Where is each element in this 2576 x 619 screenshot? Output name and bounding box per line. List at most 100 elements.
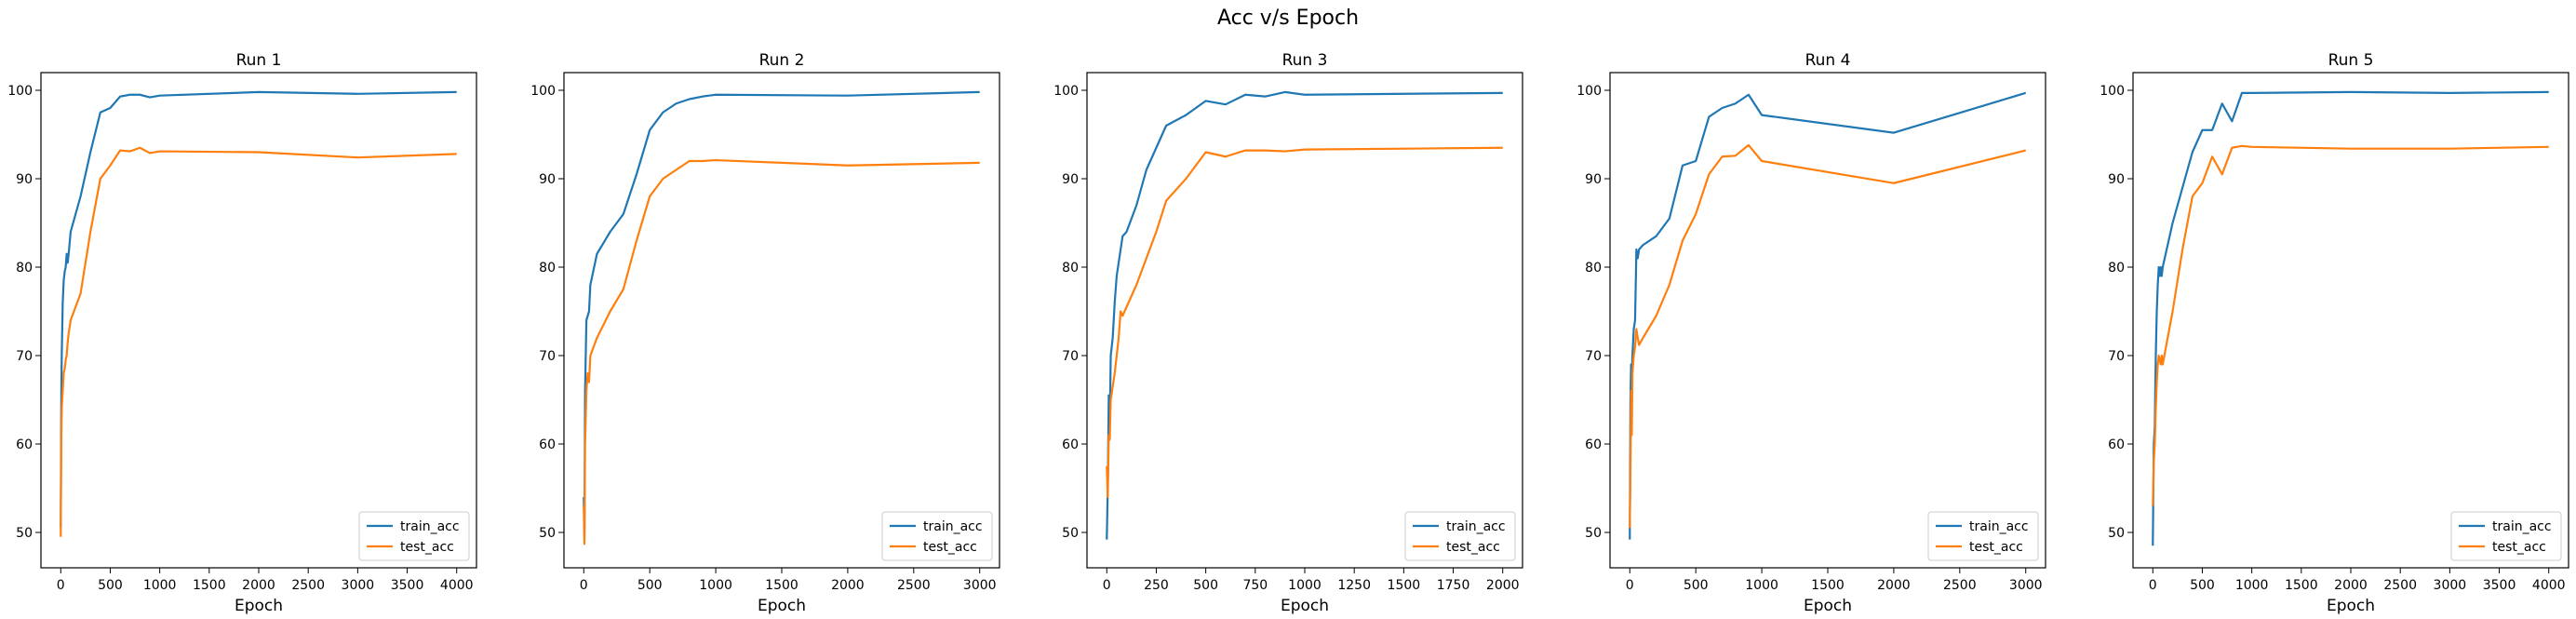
y-tick-label: 60 (539, 437, 556, 452)
x-tick-label: 250 (1144, 578, 1169, 593)
series-line-test-acc (60, 146, 457, 537)
legend-box (881, 511, 993, 561)
x-tick-label: 3500 (2483, 578, 2516, 593)
x-tick-label: 2500 (2383, 578, 2417, 593)
x-tick-label: 1500 (1811, 578, 1845, 593)
legend-box (2450, 511, 2562, 561)
x-tick-label: 2000 (1486, 578, 1520, 593)
y-tick-label: 60 (1585, 437, 1602, 452)
series-line-train-acc (1106, 90, 1503, 540)
legend-entry-test-acc: test_acc (1446, 540, 1500, 555)
legend-entry-test-acc: test_acc (1969, 540, 2023, 555)
x-tick-label: 1500 (193, 578, 226, 593)
x-axis-label: Epoch (758, 597, 806, 615)
x-tick-label: 3500 (391, 578, 424, 593)
legend-entry-test-acc: test_acc (923, 540, 977, 555)
subplot-title: Run 2 (759, 51, 805, 70)
x-tick-label: 500 (1684, 578, 1709, 593)
series-line-test-acc (1629, 143, 2026, 529)
subplot-title: Run 5 (2328, 51, 2374, 70)
subplot-grid: 0 500 1000 1500 2000 2500 3000 3500 400050607080… (7, 51, 2569, 615)
y-tick-label: 80 (2108, 261, 2125, 276)
x-tick-label: 1000 (1288, 578, 1322, 593)
legend-box (1927, 511, 2039, 561)
legend: train_acc test_acc (358, 511, 470, 561)
subplot-run-1: 0 500 1000 1500 2000 2500 3000 3500 4000 50 60 70 80… (7, 51, 477, 615)
subplot-title: Run 4 (1805, 51, 1851, 70)
series-line-train-acc (2152, 90, 2549, 546)
y-tick-label: 70 (539, 349, 556, 364)
x-tick-label: 3000 (2009, 578, 2043, 593)
y-tick-label: 90 (16, 172, 33, 187)
legend-entry-test-acc: test_acc (2492, 540, 2546, 555)
subplot-run-2: 0 500 1000 1500 2000 2500 3000 50 60 70 80 90 100 Run… (530, 51, 1000, 615)
subplot-run-3: 0 250 500 750 1000 1250 1500 1750 2000 50 60 70 80 90… (1053, 51, 1523, 615)
x-tick-label: 4000 (440, 578, 474, 593)
series-line-test-acc (2152, 144, 2549, 506)
y-tick-label: 70 (2108, 349, 2125, 364)
y-tick-label: 100 (530, 84, 556, 99)
y-tick-label: 90 (1585, 172, 1602, 187)
x-tick-label: 2000 (1877, 578, 1911, 593)
axes-frame (1086, 72, 1523, 569)
x-tick-label: 2500 (897, 578, 931, 593)
y-tick-label: 100 (1576, 84, 1602, 99)
x-tick-label: 1000 (699, 578, 732, 593)
x-tick-label: 1000 (1745, 578, 1778, 593)
legend: train_acc test_acc (1404, 511, 1516, 561)
y-tick-label: 50 (2108, 526, 2125, 541)
x-tick-label: 3000 (342, 578, 375, 593)
y-tick-label: 50 (539, 526, 556, 541)
subplot-run-4: 0 500 1000 1500 2000 2500 3000 50 60 70 80 90 100 Run… (1576, 51, 2046, 615)
legend: train_acc test_acc (1927, 511, 2039, 561)
x-tick-label: 500 (1193, 578, 1218, 593)
legend-box (1404, 511, 1516, 561)
subplot-run-5: 0 500 1000 1500 2000 2500 3000 3500 4000 50 60 70 80… (2100, 51, 2569, 615)
axes-frame (1609, 72, 2046, 569)
x-tick-label: 2500 (1943, 578, 1977, 593)
legend: train_acc test_acc (2450, 511, 2562, 561)
x-tick-label: 2000 (2334, 578, 2368, 593)
y-tick-label: 90 (2108, 172, 2125, 187)
y-tick-label: 100 (7, 84, 33, 99)
legend-entry-train-acc: train_acc (400, 519, 460, 534)
x-tick-label: 3000 (963, 578, 997, 593)
x-tick-label: 1000 (2235, 578, 2269, 593)
x-tick-label: 1000 (143, 578, 177, 593)
y-tick-label: 60 (2108, 437, 2125, 452)
legend-entry-train-acc: train_acc (1446, 519, 1506, 534)
x-axis-label: Epoch (1804, 597, 1852, 615)
axes-frame (40, 72, 477, 569)
legend-entry-test-acc: test_acc (400, 540, 454, 555)
x-tick-label: 0 (57, 578, 65, 593)
legend-entry-train-acc: train_acc (1969, 519, 2029, 534)
x-axis-label: Epoch (235, 597, 283, 615)
y-tick-label: 70 (1585, 349, 1602, 364)
series-line-train-acc (1629, 91, 2027, 540)
x-tick-label: 0 (1103, 578, 1111, 593)
x-tick-label: 0 (580, 578, 588, 593)
y-tick-label: 70 (16, 349, 33, 364)
legend-entry-train-acc: train_acc (2492, 519, 2552, 534)
y-tick-label: 70 (1062, 349, 1079, 364)
x-tick-label: 1500 (2285, 578, 2318, 593)
y-tick-label: 60 (1062, 437, 1079, 452)
legend-entry-train-acc: train_acc (923, 519, 983, 534)
x-tick-label: 2500 (291, 578, 325, 593)
x-tick-label: 500 (2190, 578, 2215, 593)
x-tick-label: 1250 (1337, 578, 1371, 593)
x-tick-label: 500 (98, 578, 123, 593)
y-tick-label: 100 (1053, 84, 1079, 99)
x-tick-label: 0 (2149, 578, 2157, 593)
y-tick-label: 50 (1062, 526, 1079, 541)
x-tick-label: 1750 (1437, 578, 1470, 593)
x-tick-label: 0 (1626, 578, 1634, 593)
series-line-train-acc (60, 90, 457, 529)
y-tick-label: 60 (16, 437, 33, 452)
x-axis-label: Epoch (1281, 597, 1329, 615)
y-tick-label: 90 (1062, 172, 1079, 187)
figure-suptitle: Acc v/s Epoch (1217, 7, 1359, 30)
y-tick-label: 100 (2100, 84, 2125, 99)
y-tick-label: 80 (539, 261, 556, 276)
